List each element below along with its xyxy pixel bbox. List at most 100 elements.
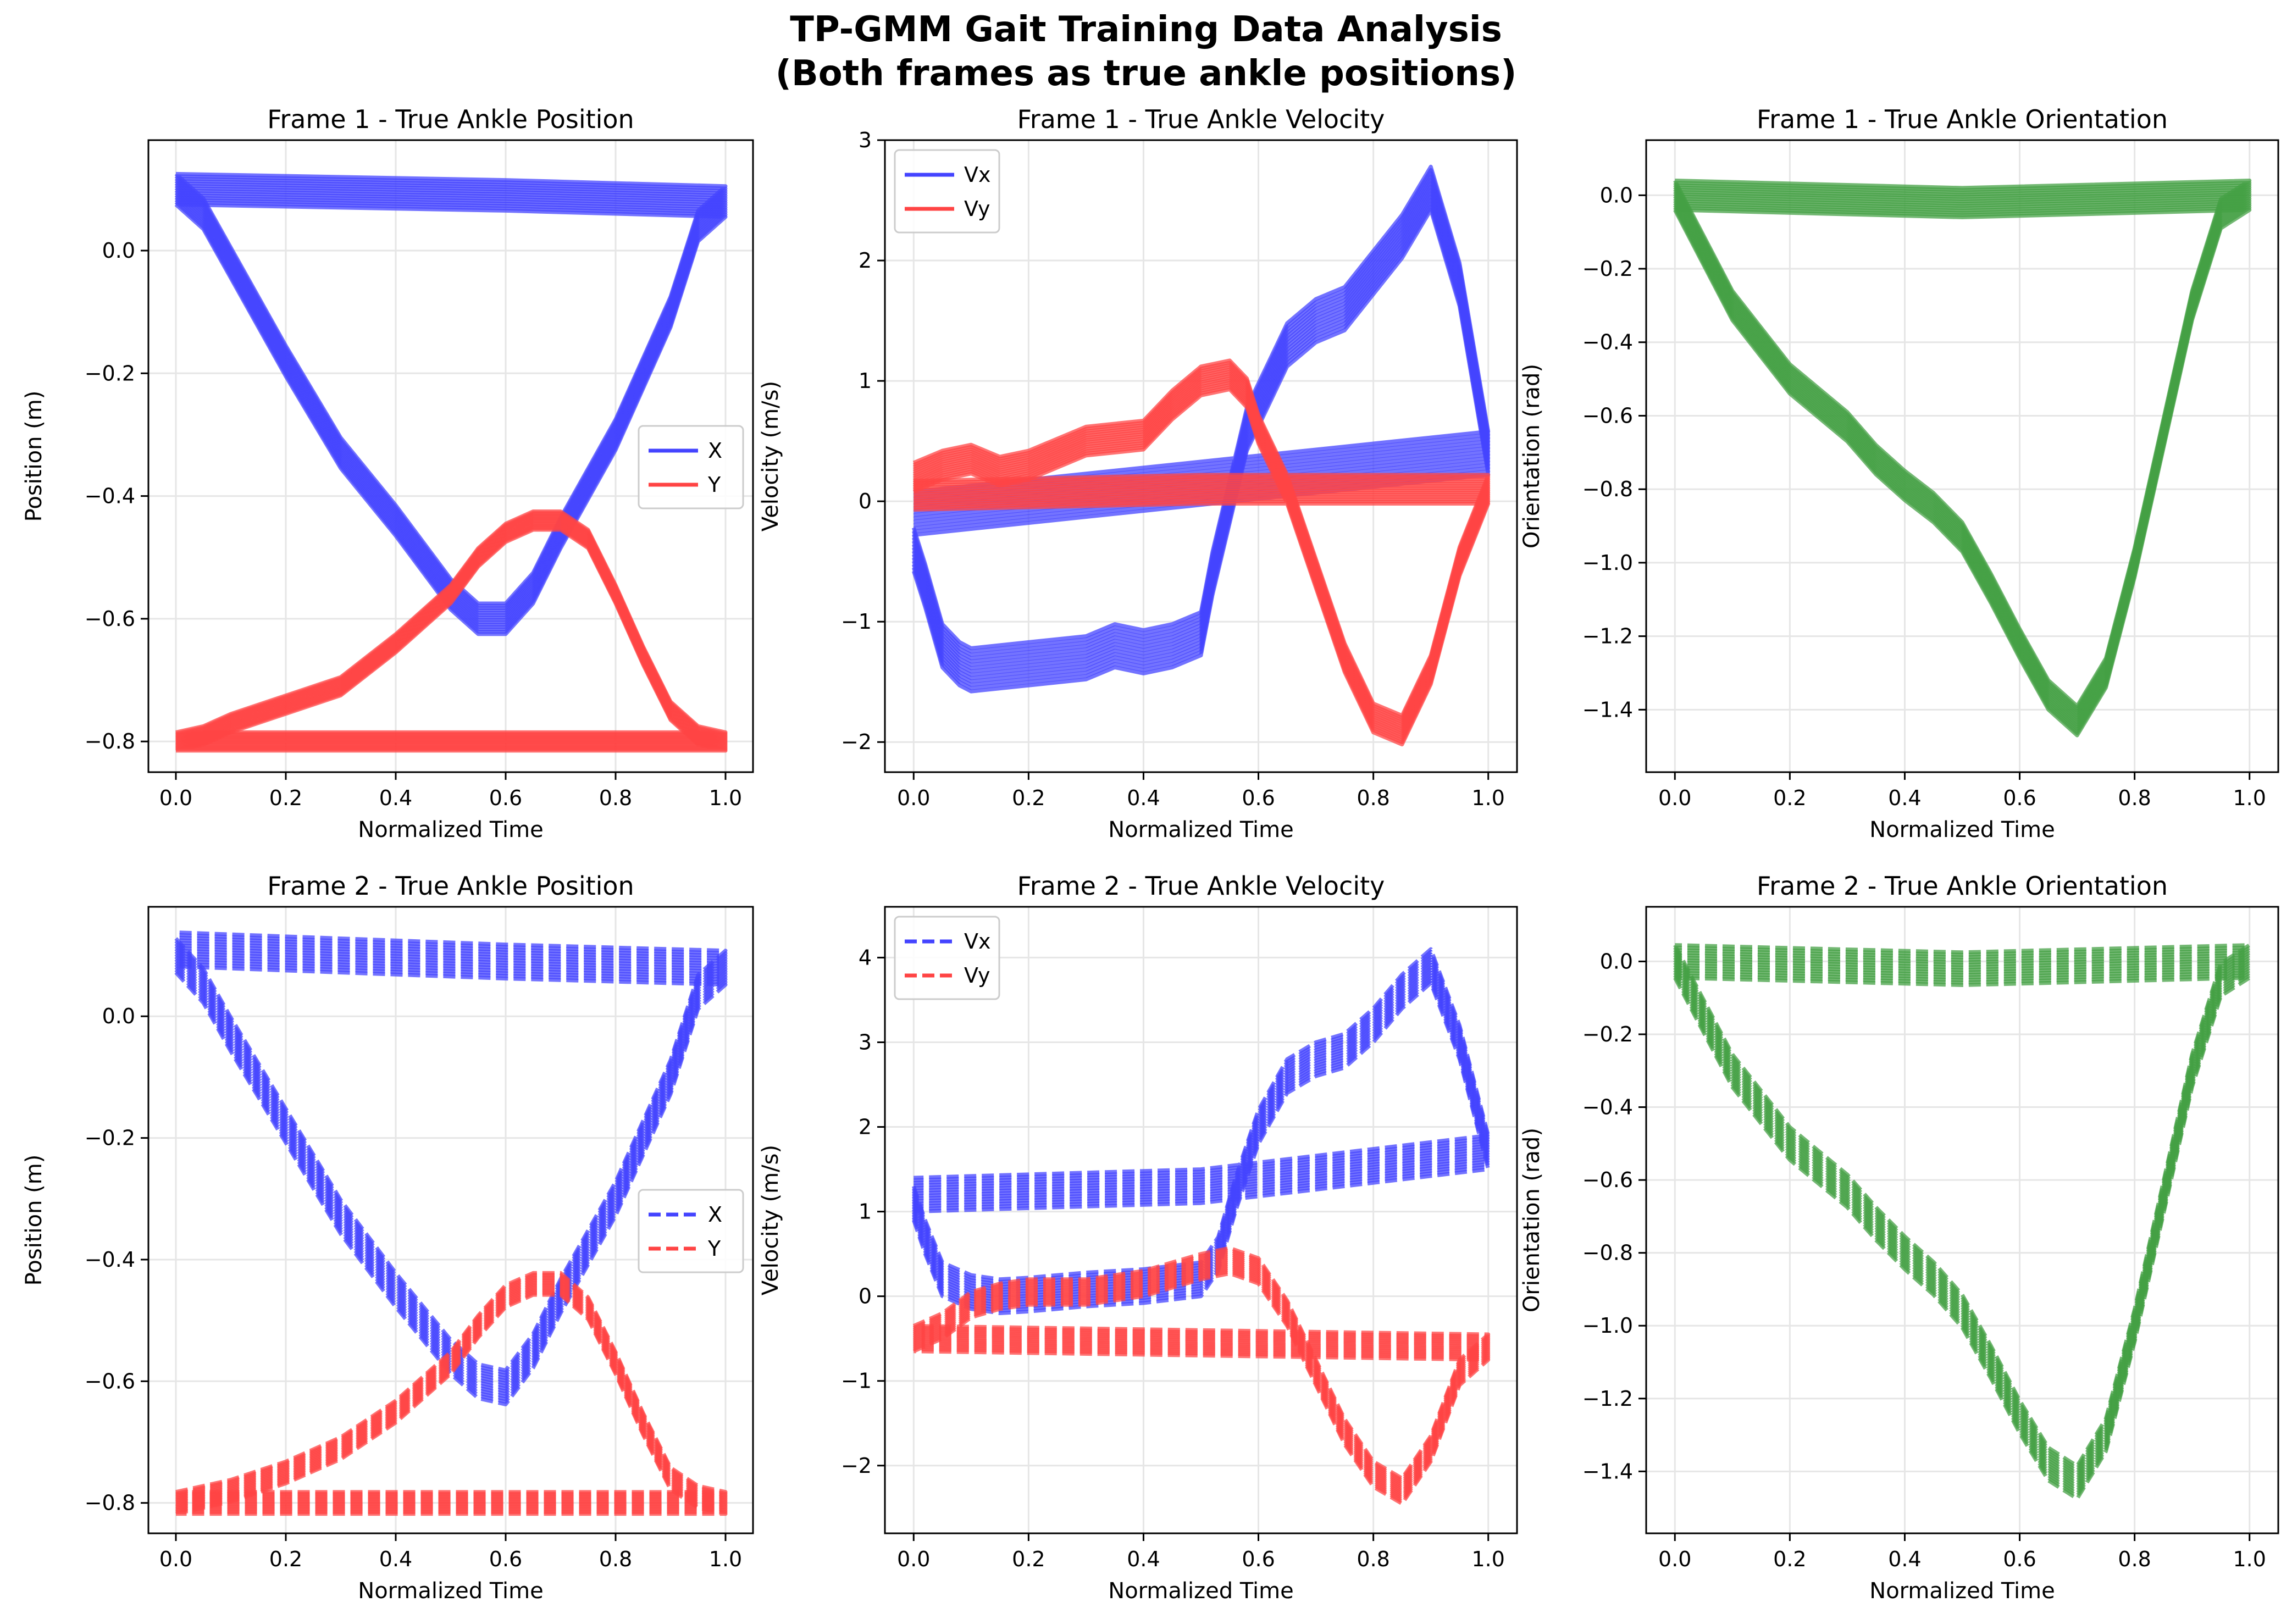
legend-box (639, 1190, 743, 1272)
y-axis-label: Velocity (m/s) (758, 381, 783, 531)
legend: Vx Vy (895, 150, 999, 232)
y-axis-label: Velocity (m/s) (758, 1145, 783, 1295)
x-tick-label: 0.0 (897, 1547, 930, 1571)
y-tick-label: 0.0 (102, 239, 135, 263)
y-tick-label: −0.2 (85, 361, 135, 385)
legend-label: X (708, 439, 722, 463)
legend: XY (639, 1190, 743, 1272)
x-tick-label: 0.8 (599, 786, 632, 810)
x-tick-label: 0.2 (269, 786, 302, 810)
subplot-title: Frame 1 - True Ankle Orientation (1757, 104, 2168, 134)
x-tick-label: 0.8 (1357, 786, 1389, 810)
x-tick-label: 0.2 (1773, 786, 1806, 810)
y-tick-label: 2 (859, 248, 872, 273)
y-tick-label: 3 (859, 128, 872, 152)
x-tick-label: 0.6 (1242, 1547, 1275, 1571)
y-tick-label: 4 (859, 945, 872, 969)
legend-box (639, 426, 743, 508)
y-tick-label: 0.0 (102, 1004, 135, 1028)
y-tick-label: 3 (859, 1030, 872, 1054)
x-tick-label: 1.0 (1472, 786, 1505, 810)
x-axis-label: Normalized Time (358, 1578, 543, 1604)
y-tick-label: −0.4 (1582, 1095, 1633, 1119)
y-tick-label: −0.2 (1582, 257, 1633, 281)
y-axis-label: Orientation (rad) (1519, 1128, 1544, 1312)
y-tick-label: −1.4 (1582, 1459, 1633, 1483)
x-tick-label: 0.4 (1888, 786, 1921, 810)
y-tick-label: −2 (841, 1454, 872, 1478)
y-tick-label: −0.2 (1582, 1022, 1633, 1046)
legend: Vx Vy (895, 917, 999, 999)
x-tick-label: 0.0 (897, 786, 930, 810)
x-axis-label: Normalized Time (358, 817, 543, 843)
y-axis-label: Position (m) (21, 391, 47, 522)
y-tick-label: −0.8 (1582, 1241, 1633, 1265)
x-tick-label: 0.6 (1242, 786, 1275, 810)
x-tick-label: 0.6 (489, 786, 522, 810)
y-tick-label: −1.2 (1582, 624, 1633, 649)
x-tick-label: 0.4 (1888, 1547, 1921, 1571)
y-tick-label: −0.6 (1582, 403, 1633, 428)
y-tick-label: −1.0 (1582, 1313, 1633, 1338)
x-tick-label: 0.0 (1658, 786, 1691, 810)
x-tick-label: 0.0 (159, 1547, 192, 1571)
x-tick-label: 0.2 (269, 1547, 302, 1571)
x-axis-label: Normalized Time (1869, 817, 2055, 843)
figure-title-line1: TP-GMM Gait Training Data Analysis (790, 9, 1502, 50)
y-tick-label: −1 (841, 609, 872, 634)
x-tick-label: 0.0 (1658, 1547, 1691, 1571)
x-tick-label: 0.6 (2003, 1547, 2036, 1571)
x-tick-label: 0.8 (2118, 1547, 2151, 1571)
x-tick-label: 0.6 (2003, 786, 2036, 810)
legend-label: Vx (964, 163, 990, 187)
x-tick-label: 1.0 (709, 1547, 742, 1571)
subplot-title: Frame 2 - True Ankle Orientation (1757, 871, 2168, 901)
y-tick-label: 0 (859, 1284, 872, 1309)
x-tick-label: 1.0 (1472, 1547, 1505, 1571)
subplot-title: Frame 1 - True Ankle Position (267, 104, 634, 134)
x-axis-label: Normalized Time (1869, 1578, 2055, 1604)
subplot-title: Frame 1 - True Ankle Velocity (1017, 104, 1385, 134)
x-tick-label: 0.0 (159, 786, 192, 810)
y-tick-label: −0.2 (85, 1126, 135, 1150)
x-tick-label: 0.4 (1127, 1547, 1160, 1571)
y-tick-label: −1.2 (1582, 1387, 1633, 1411)
y-tick-label: −1 (841, 1369, 872, 1393)
x-tick-label: 0.2 (1012, 786, 1045, 810)
x-tick-label: 0.8 (2118, 786, 2151, 810)
x-tick-label: 0.8 (599, 1547, 632, 1571)
x-axis-label: Normalized Time (1108, 1578, 1293, 1604)
y-tick-label: −0.8 (85, 1491, 135, 1515)
y-tick-label: 0.0 (1600, 183, 1633, 207)
y-tick-label: −0.6 (85, 607, 135, 631)
figure-title-line2: (Both frames as true ankle positions) (776, 53, 1517, 94)
y-tick-label: −0.8 (85, 729, 135, 753)
y-tick-label: −2 (841, 730, 872, 754)
y-tick-label: −0.8 (1582, 477, 1633, 501)
legend-label: Vy (964, 963, 990, 988)
legend-label: Vx (964, 929, 990, 954)
y-tick-label: −0.6 (1582, 1168, 1633, 1192)
y-tick-label: 1 (859, 369, 872, 393)
legend-label: X (708, 1202, 722, 1227)
legend-label: Y (707, 1237, 721, 1261)
y-tick-label: 1 (859, 1200, 872, 1224)
x-tick-label: 1.0 (2233, 786, 2266, 810)
y-tick-label: 0 (859, 489, 872, 513)
x-tick-label: 0.2 (1773, 1547, 1806, 1571)
subplot-title: Frame 2 - True Ankle Position (267, 871, 634, 901)
x-tick-label: 0.2 (1012, 1547, 1045, 1571)
y-tick-label: −1.4 (1582, 697, 1633, 722)
y-tick-label: −1.0 (1582, 551, 1633, 575)
x-axis-label: Normalized Time (1108, 817, 1293, 843)
x-tick-label: 1.0 (2233, 1547, 2266, 1571)
legend-label: Y (707, 473, 721, 497)
x-tick-label: 1.0 (709, 786, 742, 810)
legend: XY (639, 426, 743, 508)
x-tick-label: 0.4 (379, 786, 412, 810)
x-tick-label: 0.6 (489, 1547, 522, 1571)
y-axis-label: Position (m) (21, 1155, 47, 1286)
y-tick-label: −0.4 (85, 1248, 135, 1272)
y-tick-label: −0.6 (85, 1369, 135, 1393)
